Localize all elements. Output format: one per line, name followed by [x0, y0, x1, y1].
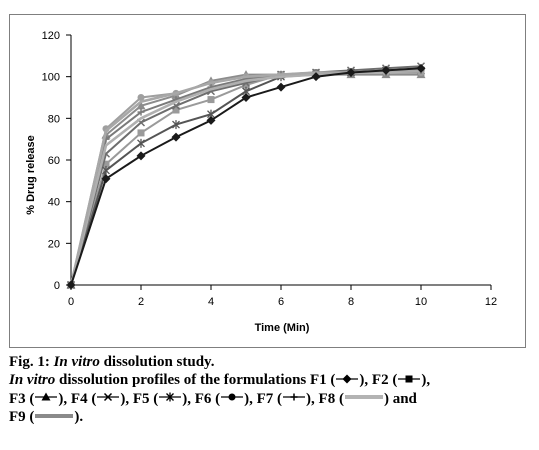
caption-line-3: F3 ( ), F4 ( ), F5 ( ), F6 ( ), F7 ( ), F8 ()… [9, 390, 531, 409]
legend-symbol-f5 [158, 390, 182, 408]
caption-line-4: F9 (). [9, 408, 531, 427]
figure-caption: Fig. 1: In vitro dissolution study. In v… [9, 353, 531, 427]
legend-glyph [97, 393, 120, 402]
y-tick-label: 80 [48, 113, 60, 125]
caption-line3-f4: ), F4 ( [58, 390, 97, 407]
caption-line-2: In vitro dissolution profiles of the for… [9, 371, 531, 390]
series-line-f5 [70, 69, 421, 286]
y-tick-label: 20 [48, 238, 60, 250]
data-point-f2 [207, 96, 215, 104]
caption-title-italic: In vitro [53, 354, 100, 370]
series-line-f9 [69, 69, 421, 286]
legend-symbol-f1 [335, 372, 359, 390]
y-tick-label: 40 [48, 197, 60, 209]
caption-line3-f6: ), F6 ( [182, 390, 221, 407]
series-layer [66, 62, 426, 290]
legend-symbol-f8 [344, 390, 384, 408]
data-point-f1 [381, 65, 391, 75]
caption-title-prefix: Fig. 1: [9, 354, 54, 370]
y-tick-label: 120 [42, 30, 60, 42]
caption-line4-f9: F9 ( [9, 409, 35, 426]
data-point-f3 [136, 101, 146, 110]
legend-marker [228, 393, 236, 401]
caption-line3-f8: ), F8 ( [306, 390, 344, 407]
legend-glyph [283, 393, 306, 401]
legend-symbol-f9 [34, 409, 74, 427]
data-point-f1 [171, 132, 181, 142]
x-tick-label: 8 [348, 296, 354, 308]
caption-title-rest: dissolution study. [99, 354, 215, 370]
caption-line2-f2: ), F2 ( [359, 372, 398, 388]
caption-line2-italic: In vitro [9, 372, 56, 388]
caption-line2-text: dissolution profiles of the formulations… [55, 372, 336, 388]
legend-symbol-f6 [220, 390, 244, 408]
legend-symbol-f7 [282, 390, 306, 408]
series-line-f2 [70, 71, 421, 286]
series-line-f3 [70, 73, 421, 286]
legend-glyph [35, 413, 74, 418]
data-point-f1 [346, 68, 356, 77]
series-f1 [66, 63, 426, 290]
legend-glyph [344, 395, 383, 400]
x-tick-label: 2 [138, 296, 144, 308]
legend-glyph [221, 393, 244, 401]
legend-marker [405, 375, 413, 383]
legend-marker [342, 374, 352, 384]
x-tick-label: 12 [485, 296, 497, 308]
data-point-f2 [137, 129, 145, 137]
y-tick-label: 60 [48, 155, 60, 167]
legend-glyph [159, 392, 182, 402]
y-axis-label: % Drug release [25, 135, 37, 214]
series-line-f7 [70, 69, 422, 286]
x-axis-label: Time (Min) [255, 322, 310, 334]
data-point-f1 [276, 82, 286, 92]
legend-glyph [336, 374, 359, 384]
x-tick-label: 0 [68, 296, 74, 308]
data-point-f1 [101, 174, 111, 184]
series-f9 [69, 69, 421, 286]
series-f8 [69, 69, 422, 286]
data-point-f6 [137, 94, 145, 101]
caption-title-line: Fig. 1: In vitro dissolution study. [9, 353, 531, 371]
data-point-f5 [137, 138, 145, 148]
caption-line2-end: ), [421, 372, 431, 388]
data-point-f2 [102, 160, 110, 168]
caption-line3-end: ) and [383, 390, 417, 407]
legend-symbol-f4 [96, 390, 120, 408]
chart-frame: 0 2 4 6 8 10 12 0 20 40 60 80 100 120 Time (Min) % Dr… [9, 14, 526, 348]
data-point-f2 [242, 81, 250, 89]
y-tick-label: 0 [54, 280, 60, 292]
caption-line3-f5: ), F5 ( [120, 390, 159, 407]
legend-glyph [398, 375, 421, 383]
x-tick-label: 6 [278, 296, 284, 308]
data-point-f1 [241, 93, 251, 102]
data-point-f1 [206, 115, 216, 125]
legend-symbol-f3 [34, 390, 58, 408]
legend-symbol-f2 [397, 372, 421, 390]
series-line-f8 [69, 69, 422, 286]
data-point-f1 [311, 72, 321, 82]
series-line-f6 [70, 71, 421, 286]
x-tick-label: 4 [208, 296, 214, 308]
data-point-f7 [137, 108, 145, 116]
y-tick-label: 100 [42, 72, 60, 84]
data-point-f2 [172, 106, 180, 114]
data-point-f1 [66, 280, 76, 290]
x-tick-label: 10 [415, 296, 427, 308]
series-f3 [66, 70, 426, 289]
data-point-f1 [136, 151, 146, 161]
legend-glyph [35, 392, 58, 401]
caption-line4-end: ). [74, 409, 84, 426]
caption-line3-f7: ), F7 ( [244, 390, 283, 407]
data-point-f5 [102, 165, 110, 175]
data-point-f5 [172, 120, 180, 130]
legend-marker [104, 393, 113, 402]
legend-marker [166, 392, 175, 402]
caption-line3-f3: F3 ( [9, 390, 35, 407]
legend-marker [41, 392, 51, 401]
legend-marker [290, 393, 298, 401]
